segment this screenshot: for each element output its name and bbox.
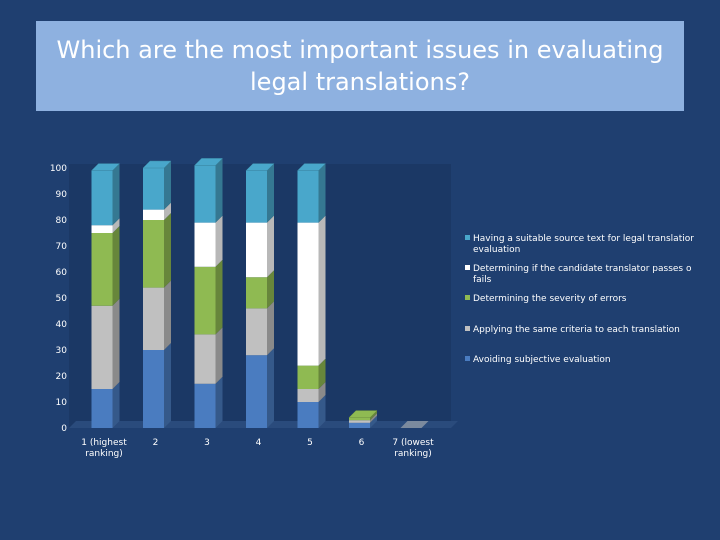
bar-segment — [194, 165, 216, 223]
y-tick-label: 90 — [56, 190, 68, 200]
x-tick-label: 4 — [256, 438, 262, 448]
bar-segment-side — [370, 415, 377, 428]
bar-segment — [91, 170, 113, 226]
bar-segment — [194, 383, 216, 428]
y-tick-label: 50 — [56, 294, 68, 304]
bar-segment — [143, 209, 164, 220]
bar-segment-side — [267, 301, 274, 356]
bar-empty-base — [400, 421, 429, 428]
legend-swatch — [465, 326, 470, 331]
legend-swatch — [465, 356, 470, 361]
bar-segment — [194, 266, 216, 335]
x-tick-label: 6 — [359, 438, 365, 448]
legend-label: Avoiding subjective evaluation — [473, 355, 611, 365]
bar-segment — [194, 222, 216, 267]
bar-segment — [194, 334, 216, 384]
legend-label: Determining the severity of errors — [473, 294, 627, 304]
bar-segment-side — [215, 158, 223, 223]
bar-segment — [91, 233, 113, 306]
legend-swatch — [465, 265, 470, 270]
bar-segment-side — [370, 410, 377, 421]
bar-segment — [297, 402, 319, 428]
bar-segment — [297, 222, 319, 366]
legend-label: evaluation — [473, 245, 520, 255]
y-tick-label: 80 — [56, 216, 68, 226]
bar-segment — [246, 308, 267, 356]
legend-swatch — [465, 295, 470, 300]
bar-segment-side — [267, 163, 274, 223]
bar-segment — [143, 220, 164, 288]
bar-segment-side — [318, 395, 326, 428]
bar-top-face — [142, 160, 172, 169]
bar-segment — [349, 422, 370, 428]
y-tick-label: 40 — [56, 320, 68, 330]
bar-segment-side — [370, 413, 377, 423]
bar-segment-side — [112, 163, 120, 226]
bar-segment-side — [164, 343, 171, 428]
bar-segment-side — [164, 280, 171, 350]
bar-segment-side — [112, 226, 120, 306]
bar-top-face — [348, 410, 378, 418]
bar-segment — [91, 389, 113, 428]
bar-segment-side — [318, 215, 326, 366]
bar-segment-side — [164, 213, 171, 288]
bar-segment — [143, 350, 164, 428]
bar-segment — [246, 355, 267, 428]
legend-label: Applying the same criteria to each trans… — [473, 325, 680, 335]
bar-segment-side — [215, 327, 223, 384]
bar-top-face — [296, 163, 327, 171]
bar-segment — [246, 277, 267, 309]
y-tick-label: 100 — [50, 164, 67, 174]
x-tick-label: 3 — [204, 438, 210, 448]
y-tick-label: 20 — [56, 372, 68, 382]
bar-segment — [297, 365, 319, 389]
y-tick-label: 70 — [56, 242, 68, 252]
y-tick-label: 10 — [56, 398, 68, 408]
bar-segment — [349, 420, 370, 423]
bar-segment-side — [318, 163, 326, 223]
y-tick-label: 60 — [56, 268, 68, 278]
bar-segment-side — [112, 298, 120, 389]
legend-label: Having a suitable source text for legal … — [473, 234, 694, 244]
bar-segment — [91, 305, 113, 389]
bar-segment-side — [164, 161, 171, 210]
legend-label: fails — [473, 275, 492, 285]
x-tick-label: ranking) — [394, 449, 432, 459]
bar-segment — [143, 168, 164, 210]
bar-segment — [297, 389, 319, 402]
bar-top-face — [90, 163, 121, 171]
chart-title: Which are the most important issues in e… — [56, 36, 664, 96]
x-tick-label: 1 (highest — [81, 438, 127, 448]
bar-segment — [349, 417, 370, 421]
legend-swatch — [465, 235, 470, 240]
bar-segment-side — [164, 202, 171, 220]
bar-top-face — [245, 163, 275, 171]
bar-segment-side — [215, 259, 223, 335]
bar-top-face — [193, 158, 224, 166]
bar-segment-side — [267, 215, 274, 278]
bar-segment-side — [267, 348, 274, 428]
x-tick-label: ranking) — [85, 449, 123, 459]
y-tick-label: 30 — [56, 346, 68, 356]
bar-segment-side — [215, 376, 223, 428]
bar-segment — [246, 222, 267, 278]
bar-segment-side — [112, 218, 120, 233]
bar-segment-side — [215, 215, 223, 267]
bar-segment — [297, 170, 319, 223]
legend-label: Determining if the candidate translator … — [473, 264, 692, 274]
x-tick-label: 2 — [153, 438, 159, 448]
bar-segment-side — [318, 382, 326, 402]
y-tick-label: 0 — [61, 424, 67, 434]
bar-segment — [91, 225, 113, 233]
x-tick-label: 5 — [307, 438, 313, 448]
bar-segment-side — [112, 382, 120, 428]
bar-segment-side — [267, 270, 274, 309]
bar-segment-side — [318, 358, 326, 389]
bar-segment — [143, 287, 164, 350]
x-tick-label: 7 (lowest — [392, 438, 434, 448]
bar-segment — [246, 170, 267, 223]
title-box: Which are the most important issues in e… — [36, 21, 684, 111]
